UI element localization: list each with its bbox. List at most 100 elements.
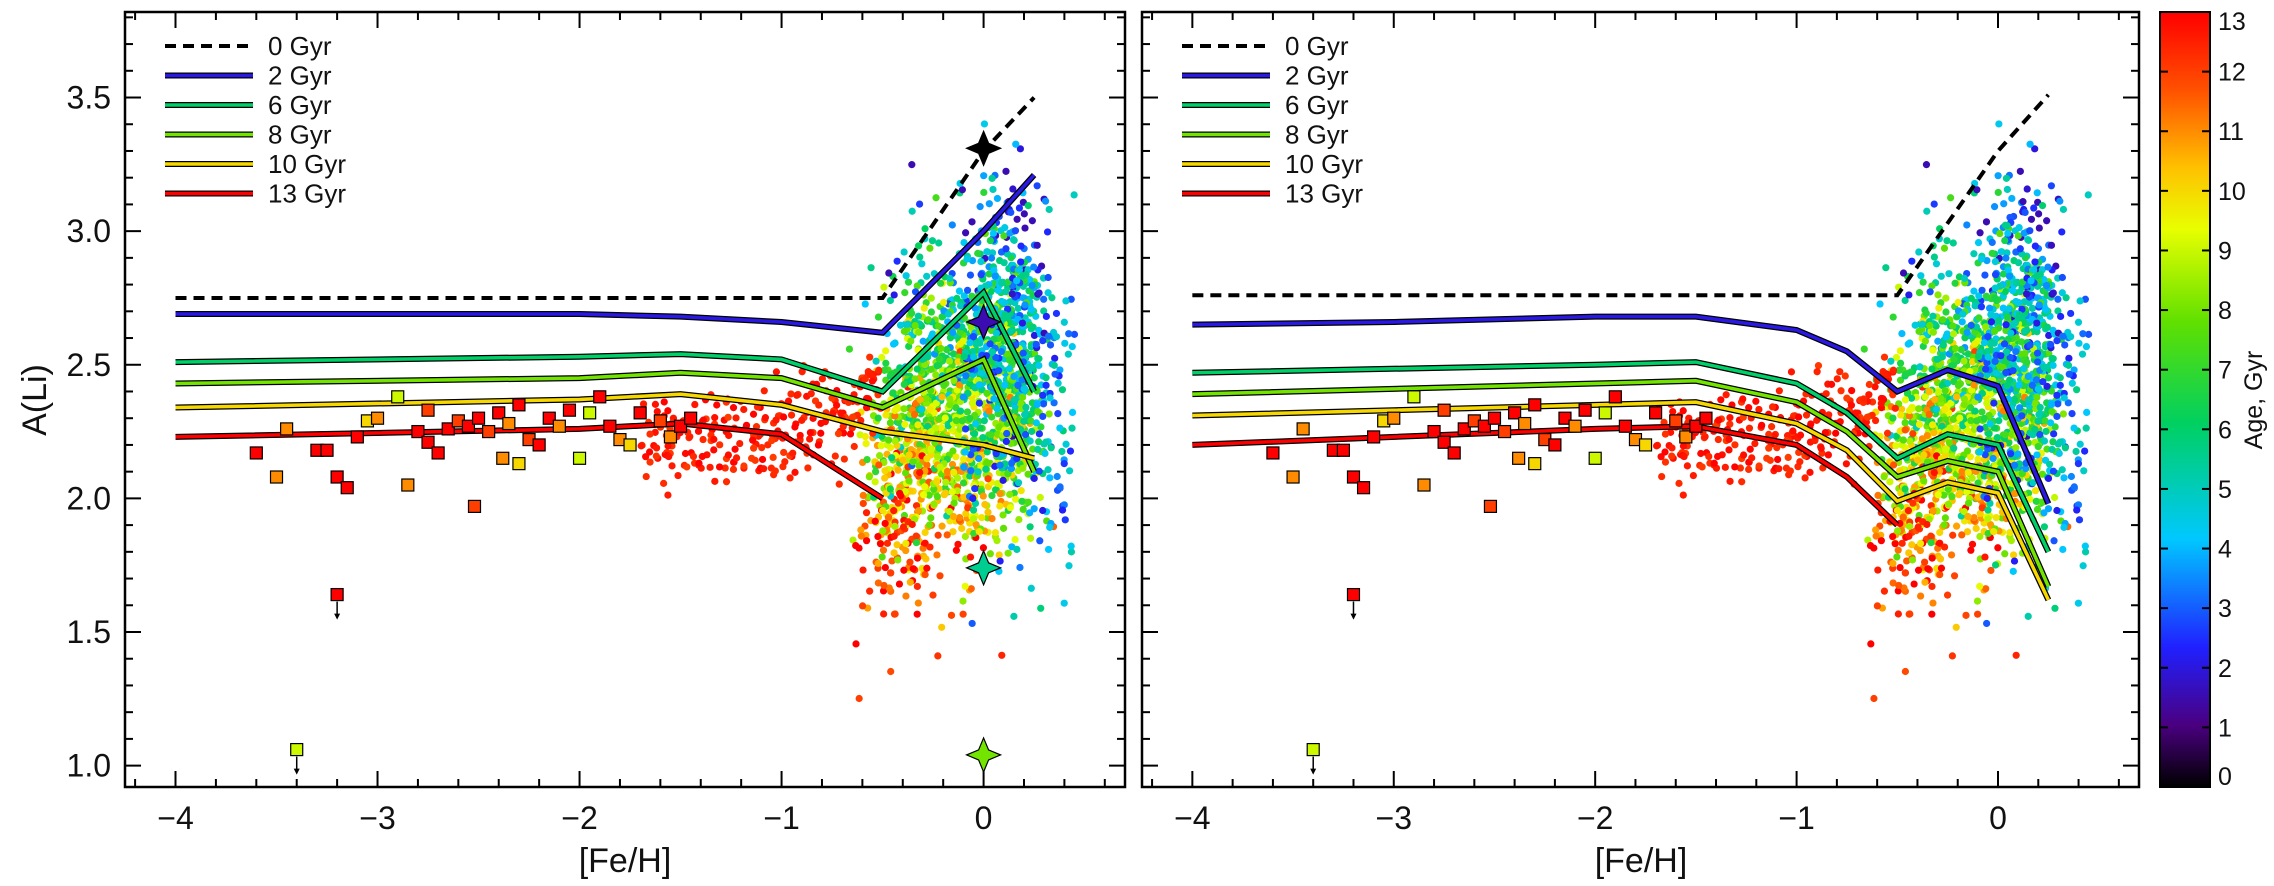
field-star-dot — [2081, 542, 2089, 550]
field-star-dot — [998, 279, 1006, 287]
field-star-dot — [967, 467, 975, 475]
field-star-dot — [2020, 365, 2028, 373]
field-star-dot — [956, 340, 964, 348]
field-star-dot — [2078, 350, 2087, 358]
left-stars — [965, 129, 1003, 774]
x-tick-label: −4 — [1174, 800, 1210, 836]
halo-star-square — [1598, 406, 1612, 420]
field-star-dot — [1934, 337, 1942, 345]
field-star-dot — [931, 424, 940, 432]
field-star-dot — [1994, 188, 2002, 197]
field-star-dot — [882, 347, 890, 355]
field-star-dot — [923, 272, 931, 280]
field-star-dot — [1035, 467, 1043, 475]
field-star-dot — [1950, 444, 1958, 452]
field-star-dot — [2036, 403, 2044, 412]
field-star-dot — [932, 194, 940, 202]
field-star-dot — [914, 599, 922, 607]
field-star-dot — [1046, 394, 1054, 402]
isochrone-13-gyr — [1192, 424, 1899, 527]
field-star-dot — [1000, 232, 1008, 240]
field-star-dot — [908, 161, 916, 169]
field-star-dot — [876, 452, 884, 460]
field-star-dot — [978, 513, 986, 522]
halo-star-square — [1437, 435, 1451, 449]
field-star-dot — [1976, 448, 1984, 456]
field-star-dot — [1867, 640, 1875, 648]
field-star-dot — [909, 458, 917, 466]
field-star-dot — [1009, 185, 1017, 193]
field-star-dot — [1995, 417, 2003, 425]
halo-star-square — [391, 390, 405, 404]
field-star-dot — [2040, 276, 2048, 284]
field-star-dot — [961, 532, 969, 541]
field-star-dot — [1669, 407, 1677, 416]
field-star-dot — [1972, 524, 1980, 533]
field-star-dot — [1904, 507, 1913, 515]
field-star-dot — [936, 572, 944, 580]
field-star-dot — [1658, 472, 1666, 481]
field-star-dot — [1061, 516, 1069, 524]
field-star-dot — [2003, 185, 2011, 194]
field-star-dot — [1052, 309, 1061, 318]
field-star-dot — [1006, 503, 1014, 512]
field-star-dot — [1963, 328, 1971, 336]
field-star-dot — [1876, 300, 1884, 308]
field-star-dot — [986, 340, 994, 348]
halo-star-square — [552, 419, 566, 433]
field-star-dot — [1056, 483, 1064, 491]
field-star-dot — [946, 395, 954, 403]
field-star-dot — [1942, 308, 1950, 316]
field-star-dot — [888, 557, 896, 565]
field-star-dot — [927, 428, 935, 436]
field-star-dot — [928, 330, 937, 338]
field-star-dot — [1974, 610, 1982, 618]
field-star-dot — [1980, 414, 1988, 423]
field-star-dot — [1997, 352, 2005, 360]
field-star-dot — [1745, 465, 1753, 473]
field-star-dot — [1752, 397, 1760, 405]
field-star-dot — [1951, 279, 1959, 287]
field-star-dot — [938, 393, 946, 401]
field-star-dot — [1915, 248, 1923, 256]
field-star-dot — [926, 543, 934, 551]
field-star-dot — [899, 523, 908, 531]
field-star-dot — [2065, 354, 2073, 362]
halo-star-square — [1608, 390, 1622, 404]
field-star-dot — [2014, 450, 2022, 458]
right-upper-limit-arrows — [1310, 601, 1357, 775]
colorbar-tick-label: 2 — [2218, 655, 2232, 683]
colorbar-tick-label: 4 — [2218, 536, 2232, 564]
field-star-dot — [1011, 535, 1019, 544]
field-star-dot — [1922, 309, 1930, 317]
field-star-dot — [902, 469, 910, 477]
field-star-dot — [1992, 513, 2000, 522]
field-star-dot — [2064, 399, 2072, 407]
field-star-dot — [1963, 488, 1971, 496]
field-star-dot — [1026, 534, 1035, 542]
field-star-dot — [905, 451, 913, 459]
halo-star-square — [1528, 457, 1542, 471]
field-star-dot — [913, 582, 921, 591]
field-star-dot — [786, 474, 794, 482]
field-star-dot — [929, 591, 937, 599]
field-star-dot — [1958, 467, 1966, 476]
field-star-dot — [2024, 396, 2033, 404]
y-tick-label: 2.5 — [67, 347, 111, 383]
field-star-dot — [881, 563, 889, 572]
field-star-dot — [901, 487, 909, 496]
field-star-dot — [1715, 416, 1723, 424]
field-star-dot — [943, 346, 951, 354]
field-star-dot — [1984, 353, 1992, 361]
field-star-dot — [2034, 385, 2042, 393]
field-star-dot — [887, 569, 895, 577]
halo-star-square — [431, 446, 445, 460]
field-star-dot — [1948, 652, 1956, 660]
field-star-dot — [980, 417, 988, 425]
field-star-dot — [2058, 228, 2066, 236]
field-star-dot — [969, 494, 977, 503]
field-star-dot — [1033, 400, 1041, 409]
colorbar-tick-label: 13 — [2218, 8, 2246, 36]
field-star-dot — [1821, 428, 1829, 437]
field-star-dot — [954, 474, 962, 482]
